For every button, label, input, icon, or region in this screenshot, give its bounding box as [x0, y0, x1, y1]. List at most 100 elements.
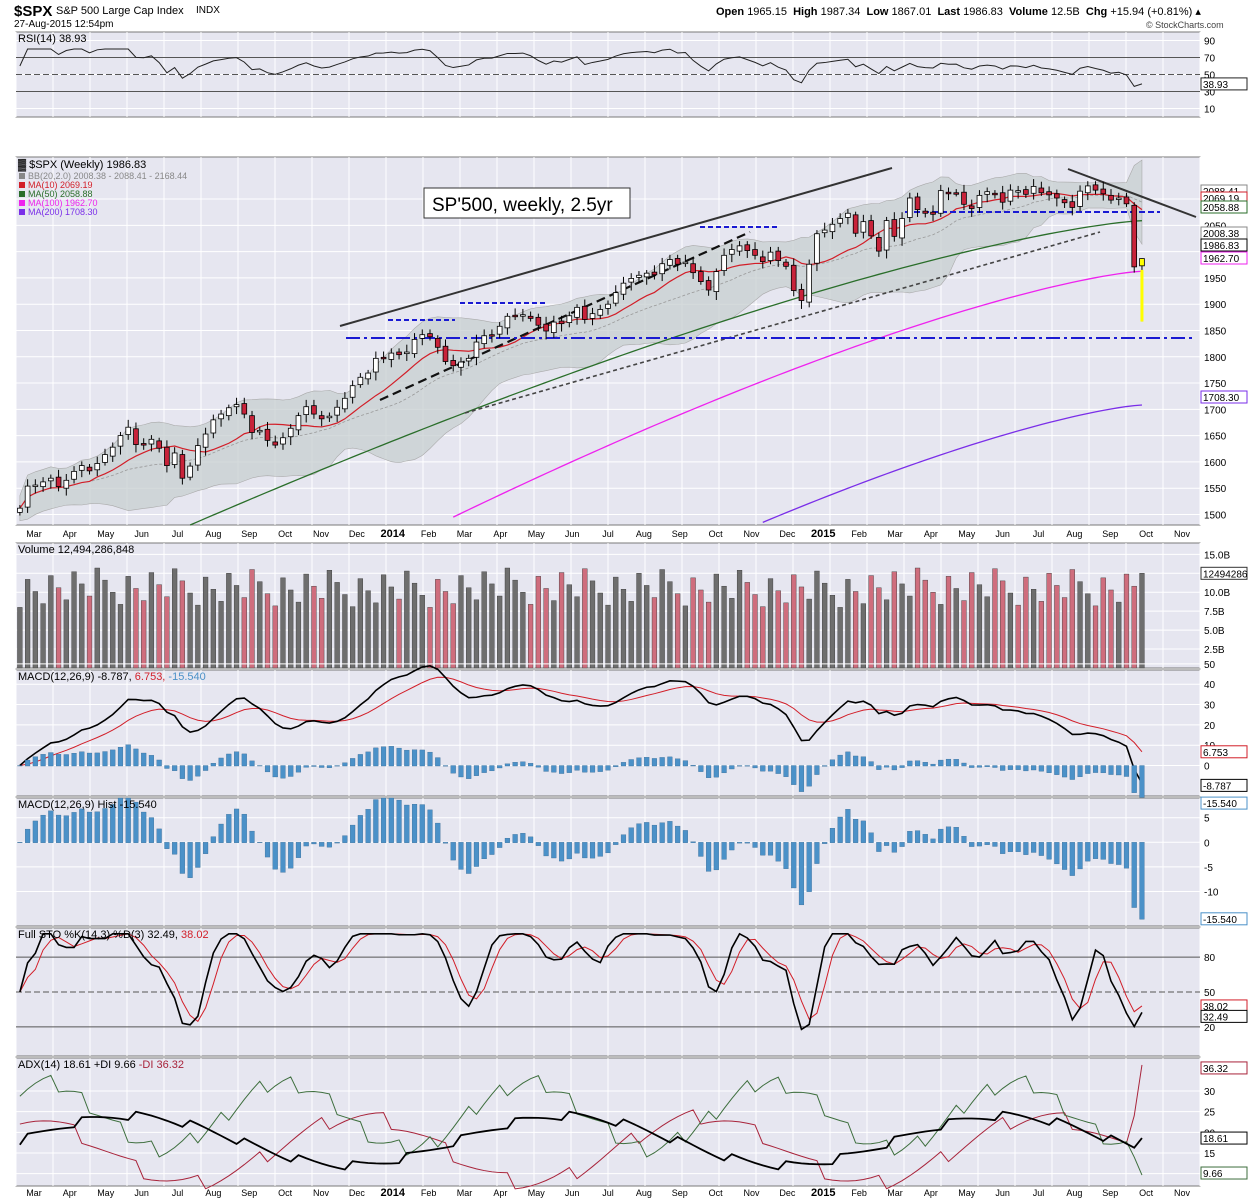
candle-body	[249, 415, 255, 433]
volume-bar	[133, 588, 139, 669]
macd-hist-bar	[806, 765, 812, 787]
candle-body	[373, 357, 379, 373]
volume-bar	[651, 597, 658, 669]
candle-body	[280, 437, 286, 445]
volume-bar	[938, 604, 944, 669]
month-label-top: May	[97, 529, 115, 539]
volume-bar	[17, 607, 23, 669]
macd-hist-bar	[1062, 765, 1068, 778]
candle-body	[272, 441, 279, 446]
month-label-top: Oct	[278, 529, 293, 539]
volume-bar	[1046, 573, 1052, 669]
hist-bar	[342, 835, 348, 843]
rsi-title: RSI(14) 38.93	[18, 33, 86, 45]
hist-bar	[195, 842, 201, 868]
macd-hist-bar	[976, 765, 982, 768]
hist-bar	[675, 825, 681, 843]
chg-label: Chg	[1085, 6, 1108, 18]
month-label-top: Sep	[241, 529, 257, 539]
macd-hist-bar	[1054, 765, 1060, 775]
candle-body	[256, 429, 263, 433]
chg-value: +15.94 (+0.81%)	[1110, 6, 1193, 18]
volume-bar	[442, 591, 449, 669]
macd-value-label-box	[1200, 745, 1248, 759]
macd-value-label-box	[1200, 778, 1248, 792]
candle-body	[380, 356, 387, 360]
volume-bar	[1100, 577, 1106, 669]
hist-bar	[992, 842, 998, 847]
hist-bar	[845, 809, 851, 843]
candle-body	[427, 333, 433, 338]
ma10-line	[19, 192, 1143, 509]
volume-bar	[767, 578, 774, 669]
macd-hist-bar	[775, 765, 781, 774]
volume-bar	[125, 576, 131, 669]
candle-body	[226, 407, 232, 417]
hist-bar	[210, 836, 216, 843]
macd-hist-bar	[938, 759, 944, 767]
macd-hist-bar	[404, 749, 410, 767]
month-label-bottom: Jul	[1033, 1188, 1045, 1198]
candle-body	[922, 210, 929, 214]
macd-hist-value: -15.540	[168, 671, 205, 683]
month-label-top: Dec	[349, 529, 366, 539]
macd-hist-bar	[365, 751, 371, 767]
volume-bar	[249, 569, 255, 669]
candle-body	[24, 485, 31, 508]
hist-bar	[218, 823, 224, 843]
macd-hist-bar	[210, 763, 216, 767]
month-label-bottom: May	[528, 1188, 546, 1198]
candle-body	[783, 261, 789, 267]
rsi-tick-label: 30	[1204, 88, 1216, 99]
candle-body	[752, 249, 758, 256]
macd-hist-bar	[829, 759, 835, 767]
hist-bar	[373, 799, 379, 843]
macd-hist-bar	[264, 765, 271, 773]
macd-hist-bar	[164, 765, 170, 769]
candle-body	[48, 477, 54, 482]
volume-tick-label: 5.0B	[1204, 626, 1225, 637]
candle-body	[628, 278, 635, 283]
volume-tick-label: 15.0B	[1204, 550, 1230, 561]
ticker-symbol: $SPX	[14, 3, 53, 20]
hist-bar	[566, 842, 572, 860]
macd-hist-bar	[466, 765, 472, 779]
hist-bar	[876, 842, 882, 852]
volume-bar	[55, 587, 62, 669]
macd-hist-bar	[744, 765, 750, 767]
adx-value-label: 9.66	[1203, 1169, 1223, 1180]
macd-hist-bar	[1123, 765, 1130, 777]
volume-bar	[644, 585, 650, 669]
price-tick-label: 1550	[1204, 484, 1227, 495]
hist-bar	[1046, 842, 1052, 860]
candle-body	[1023, 189, 1029, 195]
month-label-top: Oct	[1139, 529, 1154, 539]
macd-hist-bar	[605, 765, 611, 771]
last-value: 1986.83	[963, 6, 1003, 18]
macd-hist-bar	[845, 751, 851, 767]
hist-bar	[411, 804, 418, 843]
month-label-top: Sep	[1102, 529, 1118, 539]
macd-signal-value: 6.753,	[135, 671, 169, 683]
macd-hist-bar	[117, 746, 124, 767]
candle-body	[798, 289, 805, 301]
volume-bar	[1139, 573, 1145, 669]
volume-bar	[504, 567, 510, 669]
month-label-bottom: Oct	[1139, 1188, 1154, 1198]
volume-bar	[853, 591, 859, 669]
candle-body	[636, 274, 642, 278]
macd-value-label-box	[1200, 796, 1248, 810]
candle-body	[303, 406, 309, 416]
candle-body	[140, 443, 147, 446]
volume-bar	[961, 600, 967, 669]
price-tick-label: 1850	[1204, 326, 1227, 337]
volume-bar	[458, 575, 464, 669]
hist-bar	[234, 808, 240, 843]
candle-body	[1061, 199, 1068, 204]
hist-bar	[528, 836, 534, 843]
hist-bar	[133, 801, 139, 843]
hist-bar	[56, 814, 62, 843]
candle-body	[992, 192, 998, 196]
annotation-text: SP'500, weekly, 2.5yr	[432, 195, 613, 216]
